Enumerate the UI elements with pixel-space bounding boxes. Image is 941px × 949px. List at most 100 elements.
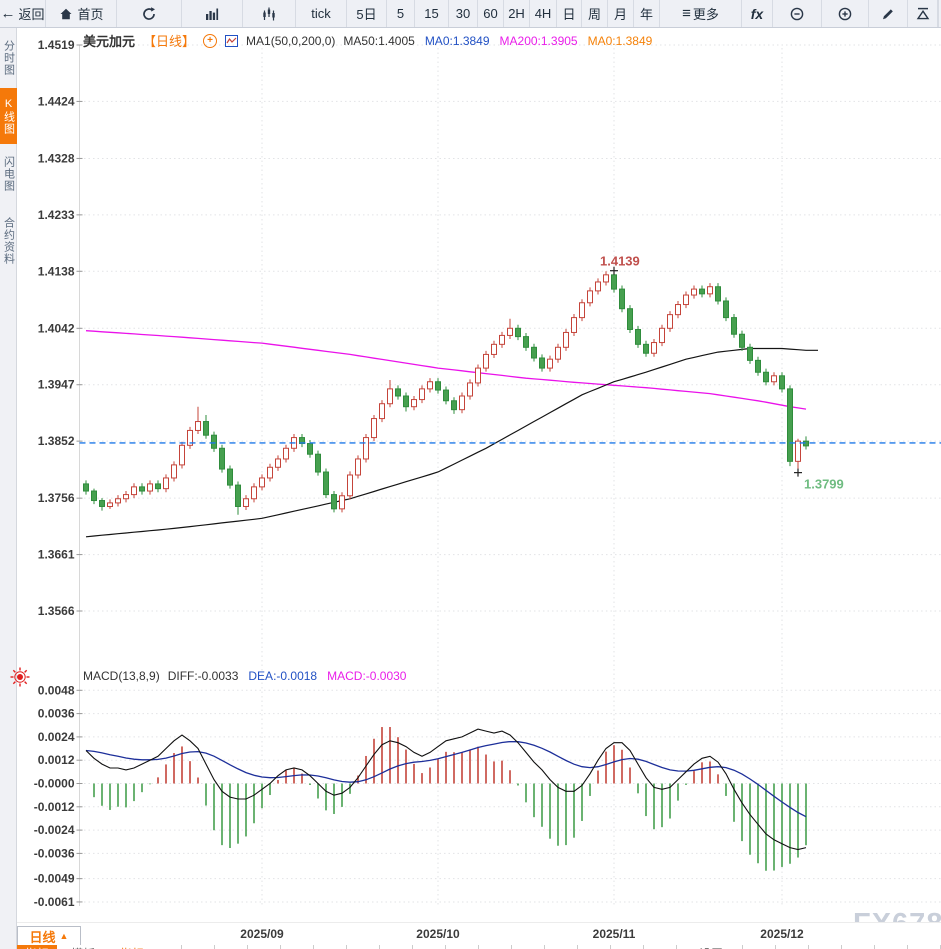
toolbar-item-label: 5: [396, 6, 405, 21]
toolbar-item-zoom-in[interactable]: [822, 0, 869, 27]
period-label: 【日线】: [143, 34, 196, 49]
back-arrow-icon: ←: [0, 5, 16, 22]
fx-icon: fx: [750, 5, 764, 22]
toolbar-item-tick[interactable]: tick: [296, 0, 347, 27]
toolbar-item-fx[interactable]: fx: [742, 0, 773, 27]
toolbar-item-week[interactable]: 周: [582, 0, 608, 27]
svg-text:1.3661: 1.3661: [38, 548, 75, 562]
footer-tabs-partial: 指标模板指标设置: [17, 945, 941, 949]
add-indicator-icon[interactable]: +: [203, 33, 218, 48]
toolbar-overflow[interactable]: [938, 0, 941, 27]
shapes-triangle-icon: [916, 7, 929, 19]
period-selector[interactable]: 日线 ▲: [17, 926, 81, 946]
svg-text:0.0012: 0.0012: [38, 753, 75, 767]
svg-text:1.3852: 1.3852: [38, 434, 75, 448]
chart-type-sidebar: 分时图 K线图闪电图合约资料: [0, 28, 17, 949]
x-axis-label: 2025/09: [240, 927, 284, 941]
ma-indicator-icon[interactable]: [225, 34, 239, 47]
svg-text:-0.0061: -0.0061: [34, 895, 75, 909]
sidebar-tab-kline-chart[interactable]: K线图: [0, 88, 17, 144]
toolbar-item-refresh[interactable]: [117, 0, 182, 27]
sidebar-tab-contract-info[interactable]: 合约资料: [2, 217, 15, 265]
zoom-in-icon: [838, 7, 852, 20]
chart-canvas[interactable]: 1.4519 1.4424 1.4328 1.4233 1.4138 1.4042 1.39…: [17, 28, 941, 949]
toolbar-item-m5[interactable]: 5: [387, 0, 415, 27]
footer-tab-3[interactable]: 指标: [112, 945, 152, 949]
macd-value: DIFF:-0.0033: [167, 669, 239, 683]
toolbar-item-label: 60: [483, 6, 498, 21]
toolbar-item-m30[interactable]: 30: [449, 0, 478, 27]
refresh-icon: [143, 6, 155, 20]
toolbar-item-label: 首页: [77, 7, 104, 22]
toolbar-item-h4[interactable]: 4H: [530, 0, 557, 27]
x-axis-label: 2025/11: [592, 927, 636, 941]
svg-text:1.3756: 1.3756: [38, 491, 75, 505]
toolbar-item-zoom-out[interactable]: [773, 0, 822, 27]
home-icon: [60, 8, 72, 19]
svg-text:1.4138: 1.4138: [38, 264, 75, 278]
toolbar-item-label: 5日: [356, 7, 377, 22]
ma-value: MA0:1.3849: [587, 33, 653, 48]
svg-text:0.0024: 0.0024: [38, 730, 75, 744]
macd-value: MACD:-0.0030: [327, 669, 407, 683]
svg-text:1.3566: 1.3566: [38, 604, 75, 618]
svg-text:-0.0036: -0.0036: [34, 846, 75, 860]
toolbar-item-label: 4H: [534, 6, 552, 21]
toolbar-item-label: 日: [562, 7, 576, 22]
price-macd-chart[interactable]: 1.4519 1.4424 1.4328 1.4233 1.4138 1.4042 1.39…: [17, 28, 941, 949]
toolbar-item-home[interactable]: 首页: [46, 0, 117, 27]
toolbar-item-day[interactable]: 日: [557, 0, 582, 27]
svg-text:-0.0024: -0.0024: [34, 823, 75, 837]
sidebar-tab-lightning-chart[interactable]: 闪电图: [2, 156, 15, 192]
footer-tab-4[interactable]: 设置: [688, 945, 734, 949]
macd-title: MACD(13,8,9): [83, 669, 160, 683]
toolbar-item-label: 2H: [508, 6, 525, 21]
ma-values: MA50:1.4005 MA0:1.3849 MA200:1.3905 MA0:1.3…: [343, 34, 652, 48]
toolbar-item-label: 月: [613, 7, 627, 22]
svg-text:0.0036: 0.0036: [38, 707, 75, 721]
toolbar-item-month[interactable]: 月: [608, 0, 634, 27]
macd-values: DIFF:-0.0033 DEA:-0.0018 MACD:-0.0030: [168, 669, 407, 683]
svg-text:1.4328: 1.4328: [38, 151, 75, 165]
svg-text:-0.0000: -0.0000: [34, 777, 75, 791]
sidebar-tab-time-chart[interactable]: 分时图: [2, 40, 15, 76]
main-pane-header: 美元加元 【日线】 + MA1(50,0,200,0) MA50:1.4005 M…: [83, 31, 652, 50]
toolbar-item-draw[interactable]: [869, 0, 908, 27]
toolbar-item-5d[interactable]: 5日: [347, 0, 387, 27]
svg-text:0.0048: 0.0048: [38, 683, 75, 697]
toolbar-item-bar-chart[interactable]: [182, 0, 243, 27]
ma-settings-label: MA1(50,0,200,0): [246, 33, 336, 48]
footer-tab-2[interactable]: 模板: [60, 945, 106, 949]
toolbar-item-h2[interactable]: 2H: [504, 0, 530, 27]
toolbar-item-m60[interactable]: 60: [478, 0, 504, 27]
toolbar-item-label: 更多: [692, 7, 719, 22]
toolbar-item-candle-chart[interactable]: [243, 0, 296, 27]
svg-text:1.3947: 1.3947: [38, 378, 75, 392]
indicator-sun-icon[interactable]: [9, 666, 31, 688]
toolbar-item-more[interactable]: ≡ 更多: [660, 0, 742, 27]
svg-text:1.3799: 1.3799: [804, 477, 844, 492]
ma-value: MA50:1.4005: [343, 33, 415, 48]
toolbar-item-label: 年: [639, 7, 653, 22]
ma-value: MA200:1.3905: [499, 33, 578, 48]
svg-text:1.4424: 1.4424: [38, 94, 75, 108]
candle-chart-icon: [263, 7, 275, 20]
toolbar-item-label: 周: [587, 7, 601, 22]
toolbar-item-year[interactable]: 年: [634, 0, 660, 27]
footer-tab-1[interactable]: 指标: [17, 945, 57, 949]
toolbar-item-back[interactable]: ← 返回: [0, 0, 46, 27]
menu-icon: ≡: [682, 5, 691, 22]
svg-text:1.4139: 1.4139: [600, 254, 640, 269]
toolbar-item-label: 30: [455, 6, 471, 21]
ma-value: MA0:1.3849: [424, 33, 490, 48]
toolbar-item-label: tick: [311, 6, 331, 21]
toolbar-item-m15[interactable]: 15: [415, 0, 449, 27]
macd-value: DEA:-0.0018: [248, 669, 318, 683]
macd-pane-header: MACD(13,8,9) DIFF:-0.0033 DEA:-0.0018 MACD…: [83, 669, 406, 683]
svg-text:-0.0012: -0.0012: [34, 800, 75, 814]
toolbar-item-label: 返回: [18, 7, 45, 22]
svg-text:1.4042: 1.4042: [38, 321, 75, 335]
chevron-up-icon: ▲: [59, 931, 69, 941]
toolbar-item-shapes[interactable]: [908, 0, 938, 27]
